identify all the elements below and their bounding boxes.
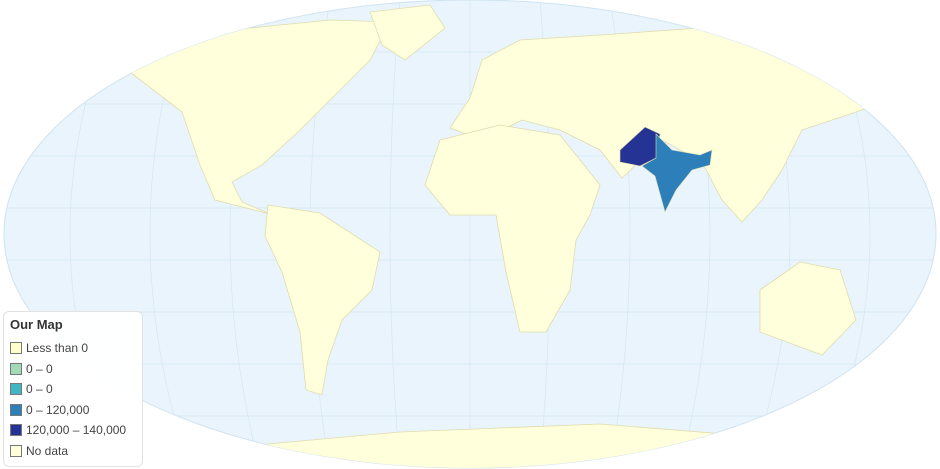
legend-swatch (10, 424, 22, 437)
legend-label: 0 – 0 (26, 382, 53, 397)
legend-label: Less than 0 (26, 341, 89, 356)
legend-label: 120,000 – 140,000 (26, 423, 127, 438)
map-legend: Our Map Less than 0 0 – 0 0 – 0 0 – 120,… (3, 311, 143, 467)
legend-item[interactable]: 0 – 120,000 (10, 400, 136, 421)
legend-swatch (10, 362, 22, 375)
legend-item[interactable]: 0 – 0 (10, 359, 136, 380)
australia[interactable] (759, 261, 857, 356)
legend-item[interactable]: 0 – 0 (10, 379, 136, 400)
region-india[interactable] (641, 133, 713, 213)
north-america[interactable] (129, 19, 391, 215)
legend-item[interactable]: Less than 0 (10, 338, 136, 359)
legend-item[interactable]: 120,000 – 140,000 (10, 420, 136, 441)
south-america[interactable] (264, 204, 381, 396)
legend-label: 0 – 120,000 (26, 402, 90, 417)
legend-swatch (10, 444, 22, 457)
legend-swatch (10, 383, 22, 396)
legend-swatch (10, 342, 22, 355)
africa[interactable] (424, 124, 601, 333)
greenland[interactable] (369, 4, 446, 61)
legend-title: Our Map (10, 317, 63, 332)
legend-item[interactable]: No data (10, 441, 136, 462)
eurasia[interactable] (449, 27, 933, 223)
legend-label: No data (26, 443, 69, 458)
legend-swatch (10, 403, 22, 416)
legend-label: 0 – 0 (26, 361, 53, 376)
